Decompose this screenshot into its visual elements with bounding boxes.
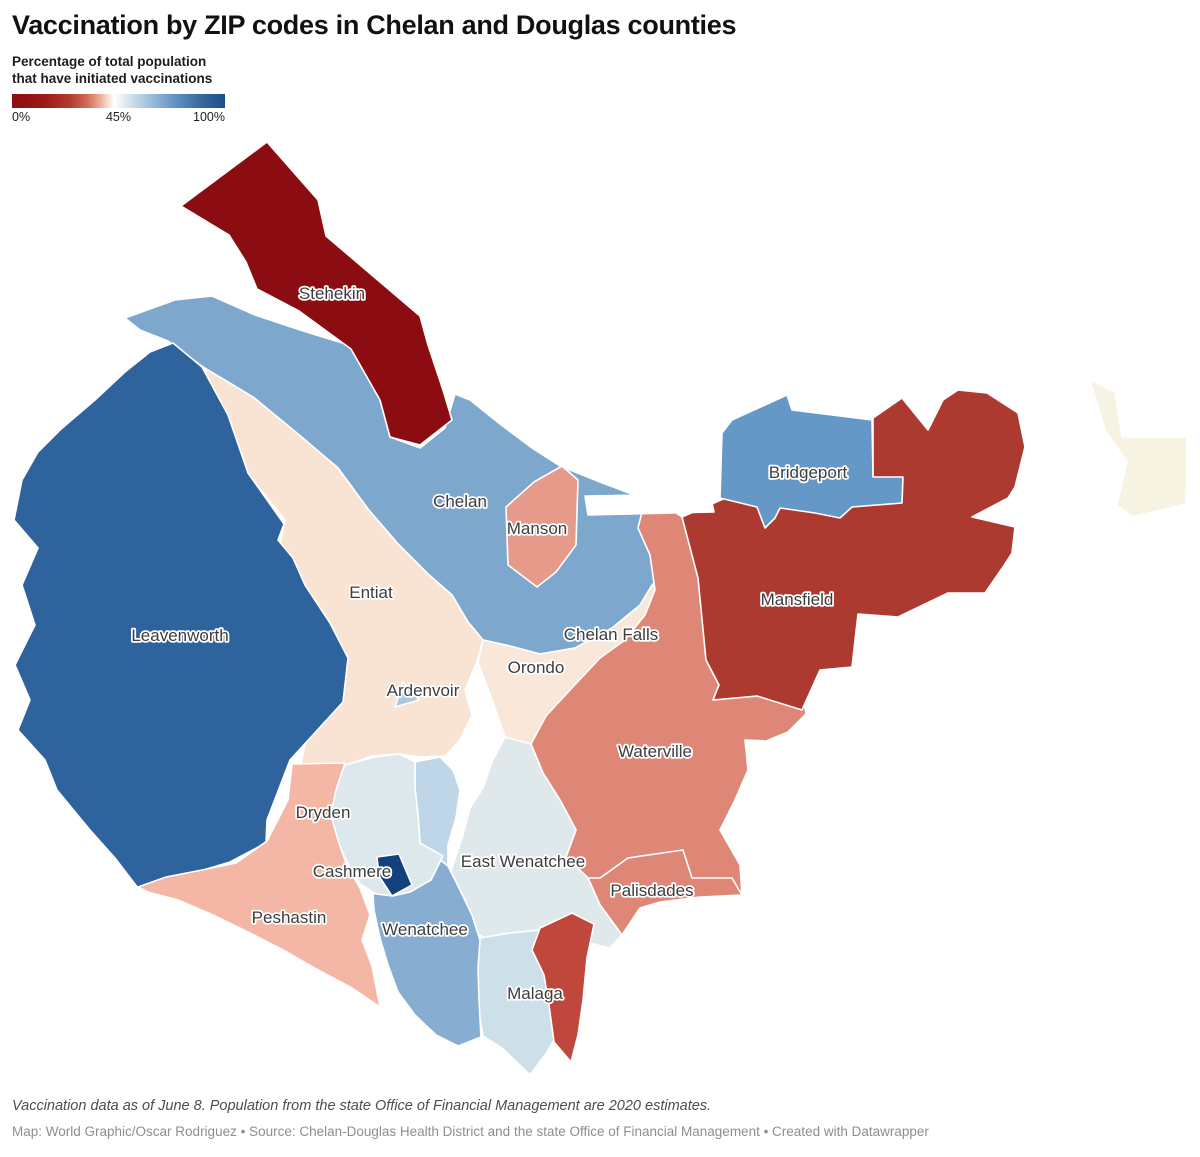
region-label-ardenvoir: Ardenvoir — [387, 681, 460, 700]
legend-tick-mid: 45% — [105, 110, 132, 124]
region-label-orondo: Orondo — [508, 658, 565, 677]
legend-title-line2: that have initiated vaccinations — [12, 70, 213, 86]
legend: Percentage of total population that have… — [12, 54, 225, 126]
region-label-stehekin: Stehekin — [299, 284, 365, 303]
legend-title-line1: Percentage of total population — [12, 54, 207, 69]
region-manson[interactable] — [505, 465, 579, 588]
region-peshastin-dryden[interactable] — [137, 762, 381, 1008]
footer-credit: Map: World Graphic/Oscar Rodriguez • Sou… — [12, 1124, 929, 1139]
region-lake-chelan[interactable] — [584, 493, 715, 516]
legend-tick-min: 0% — [12, 110, 31, 124]
region-label-cashmere: Cashmere — [313, 862, 391, 881]
region-label-peshastin: Peshastin — [252, 908, 327, 927]
legend-title: Percentage of total population that have… — [12, 54, 225, 87]
region-label-dryden: Dryden — [296, 803, 351, 822]
region-leavenworth[interactable] — [13, 342, 349, 889]
region-label-mansfield: Mansfield — [761, 590, 834, 609]
region-label-bridgeport: Bridgeport — [769, 463, 848, 482]
region-label-manson: Manson — [507, 519, 567, 538]
legend-gradient-bar — [12, 94, 225, 108]
legend-tick-max: 100% — [193, 110, 225, 124]
region-label-malaga: Malaga — [507, 984, 563, 1003]
region-stehekin[interactable] — [180, 141, 453, 446]
region-label-palisdades: Palisdades — [610, 881, 693, 900]
region-label-chelan: Chelan — [433, 492, 487, 511]
region-label-entiat: Entiat — [349, 583, 393, 602]
region-mansfield[interactable] — [681, 389, 1026, 711]
region-rock-island-strip[interactable] — [531, 912, 595, 1063]
region-bridgeport[interactable] — [719, 394, 904, 529]
region-label-leavenworth: Leavenworth — [131, 626, 228, 645]
region-label-waterville: Waterville — [618, 742, 692, 761]
legend-ticks: 0% 45% 100% — [12, 110, 225, 126]
region-cashmere-core[interactable] — [376, 853, 413, 897]
region-no-data-area[interactable] — [1089, 379, 1188, 518]
region-ardenvoir-pond[interactable] — [394, 681, 420, 708]
region-label-wenatchee: Wenatchee — [382, 920, 468, 939]
region-label-chelan-falls: Chelan Falls — [564, 625, 659, 644]
chart-title: Vaccination by ZIP codes in Chelan and D… — [12, 10, 737, 40]
footer-note: Vaccination data as of June 8. Populatio… — [12, 1098, 712, 1114]
region-label-east-wenatchee: East Wenatchee — [461, 852, 585, 871]
